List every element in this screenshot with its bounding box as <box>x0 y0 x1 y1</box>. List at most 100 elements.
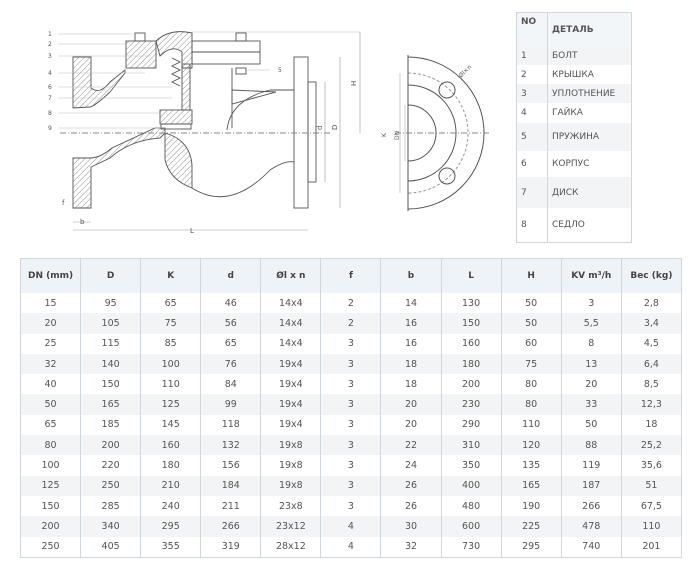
table-cell: 14x4 <box>260 313 322 334</box>
table-row: 65 185 145 118 19x4 3 20 290 110 50 18 <box>20 414 683 436</box>
table-cell: 180 <box>140 455 202 476</box>
table-cell: 3 <box>320 394 382 415</box>
table-cell: 150 <box>441 313 502 334</box>
table-cell: 160 <box>140 435 202 456</box>
table-row: 25 115 85 65 14x4 3 16 160 60 8 4,5 <box>20 333 683 354</box>
svg-text:Øl×n: Øl×n <box>457 64 473 80</box>
table-cell: 355 <box>140 536 202 558</box>
column-header: L <box>441 258 502 293</box>
table-cell: 350 <box>441 455 502 476</box>
table-row: 20 105 75 56 14x4 2 16 150 50 5,5 3,4 <box>20 313 683 334</box>
table-cell: 20 <box>561 374 622 395</box>
table-cell: 3 <box>320 374 382 395</box>
table-cell: 190 <box>501 495 562 517</box>
table-cell: 19x8 <box>260 455 322 476</box>
table-cell: 100 <box>140 353 202 375</box>
table-cell: 19x8 <box>260 475 322 496</box>
table-cell: 230 <box>441 394 502 415</box>
table-cell: 740 <box>561 536 622 558</box>
table-row: 125 250 210 184 19x8 3 26 400 165 187 51 <box>20 475 683 496</box>
table-cell: 184 <box>200 475 262 496</box>
column-header: Bec (kg) <box>621 258 683 293</box>
table-cell: 32 <box>380 536 442 558</box>
column-header: DN (mm) <box>20 258 82 293</box>
table-cell: 150 <box>80 374 142 395</box>
table-cell: 16 <box>380 333 442 354</box>
table-cell: 140 <box>80 353 142 375</box>
table-cell: 75 <box>501 353 562 375</box>
svg-text:f: f <box>62 199 65 207</box>
svg-text:6: 6 <box>48 84 52 91</box>
table-cell: 25 <box>20 333 82 354</box>
table-cell: 250 <box>80 475 142 496</box>
table-cell: 14x4 <box>260 293 322 314</box>
table-cell: 200 <box>20 516 82 537</box>
table-cell: 18 <box>621 414 683 436</box>
callout-labels: 1 2 3 4 6 7 8 9 5 <box>48 31 282 132</box>
table-cell: 19x4 <box>260 374 322 395</box>
table-cell: 220 <box>80 455 142 476</box>
svg-text:H: H <box>350 81 358 86</box>
table-cell: 50 <box>501 293 562 314</box>
table-cell: 3 <box>320 353 382 375</box>
table-cell: 4,5 <box>621 333 683 354</box>
column-header: Øl x n <box>260 258 322 293</box>
svg-text:4: 4 <box>48 70 52 77</box>
parts-row: 3 УПЛОТНЕНИЕ <box>516 84 632 103</box>
svg-text:3: 3 <box>48 53 52 60</box>
table-cell: 115 <box>80 333 142 354</box>
table-row: 50 165 125 99 19x4 3 20 230 80 33 12,3 <box>20 394 683 415</box>
column-header: D <box>80 258 142 293</box>
table-row: 40 150 110 84 19x4 3 18 200 80 20 8,5 <box>20 374 683 395</box>
table-cell: 225 <box>501 516 562 537</box>
table-cell: 80 <box>501 394 562 415</box>
table-cell: 19x4 <box>260 414 322 436</box>
table-cell: 132 <box>200 435 262 456</box>
table-cell: 310 <box>441 435 502 456</box>
table-cell: 12,3 <box>621 394 683 415</box>
table-cell: 290 <box>441 414 502 436</box>
table-cell: 84 <box>200 374 262 395</box>
table-cell: 240 <box>140 495 202 517</box>
table-cell: 211 <box>200 495 262 517</box>
column-header: H <box>501 258 562 293</box>
table-cell: 120 <box>501 435 562 456</box>
parts-table: NO ДЕТАЛЬ 1 БОЛТ 2 КРЫШКА 3 УПЛОТНЕНИЕ 4 ГАЙ… <box>516 12 632 243</box>
table-cell: 50 <box>501 313 562 334</box>
header-part: ДЕТАЛЬ <box>547 12 632 47</box>
header-no: NO <box>516 12 548 47</box>
table-cell: 22 <box>380 435 442 456</box>
table-cell: 119 <box>561 455 622 476</box>
table-cell: 50 <box>561 414 622 436</box>
table-cell: 150 <box>20 495 82 517</box>
svg-text:9: 9 <box>48 125 52 132</box>
table-cell: 125 <box>140 394 202 415</box>
svg-text:7: 7 <box>48 95 52 102</box>
table-cell: 65 <box>200 333 262 354</box>
table-cell: 25,2 <box>621 435 683 456</box>
table-cell: 88 <box>561 435 622 456</box>
parts-row: 7 ДИСК <box>516 177 632 208</box>
table-cell: 400 <box>441 475 502 496</box>
svg-text:L: L <box>190 227 194 235</box>
table-cell: 135 <box>501 455 562 476</box>
table-cell: 266 <box>561 495 622 517</box>
table-cell: 2 <box>320 293 382 314</box>
table-cell: 200 <box>80 435 142 456</box>
svg-text:b: b <box>80 218 85 226</box>
svg-text:D: D <box>331 125 339 130</box>
svg-text:1: 1 <box>48 31 52 38</box>
svg-text:DN: DN <box>394 131 401 140</box>
table-cell: 105 <box>80 313 142 334</box>
table-cell: 20 <box>380 414 442 436</box>
table-cell: 210 <box>140 475 202 496</box>
table-row: 200 340 295 266 23x12 4 30 600 225 478 110 <box>20 516 683 537</box>
table-cell: 125 <box>20 475 82 496</box>
table-cell: 3,4 <box>621 313 683 334</box>
table-cell: 340 <box>80 516 142 537</box>
table-cell: 8,5 <box>621 374 683 395</box>
table-cell: 20 <box>20 313 82 334</box>
table-cell: 3 <box>320 414 382 436</box>
